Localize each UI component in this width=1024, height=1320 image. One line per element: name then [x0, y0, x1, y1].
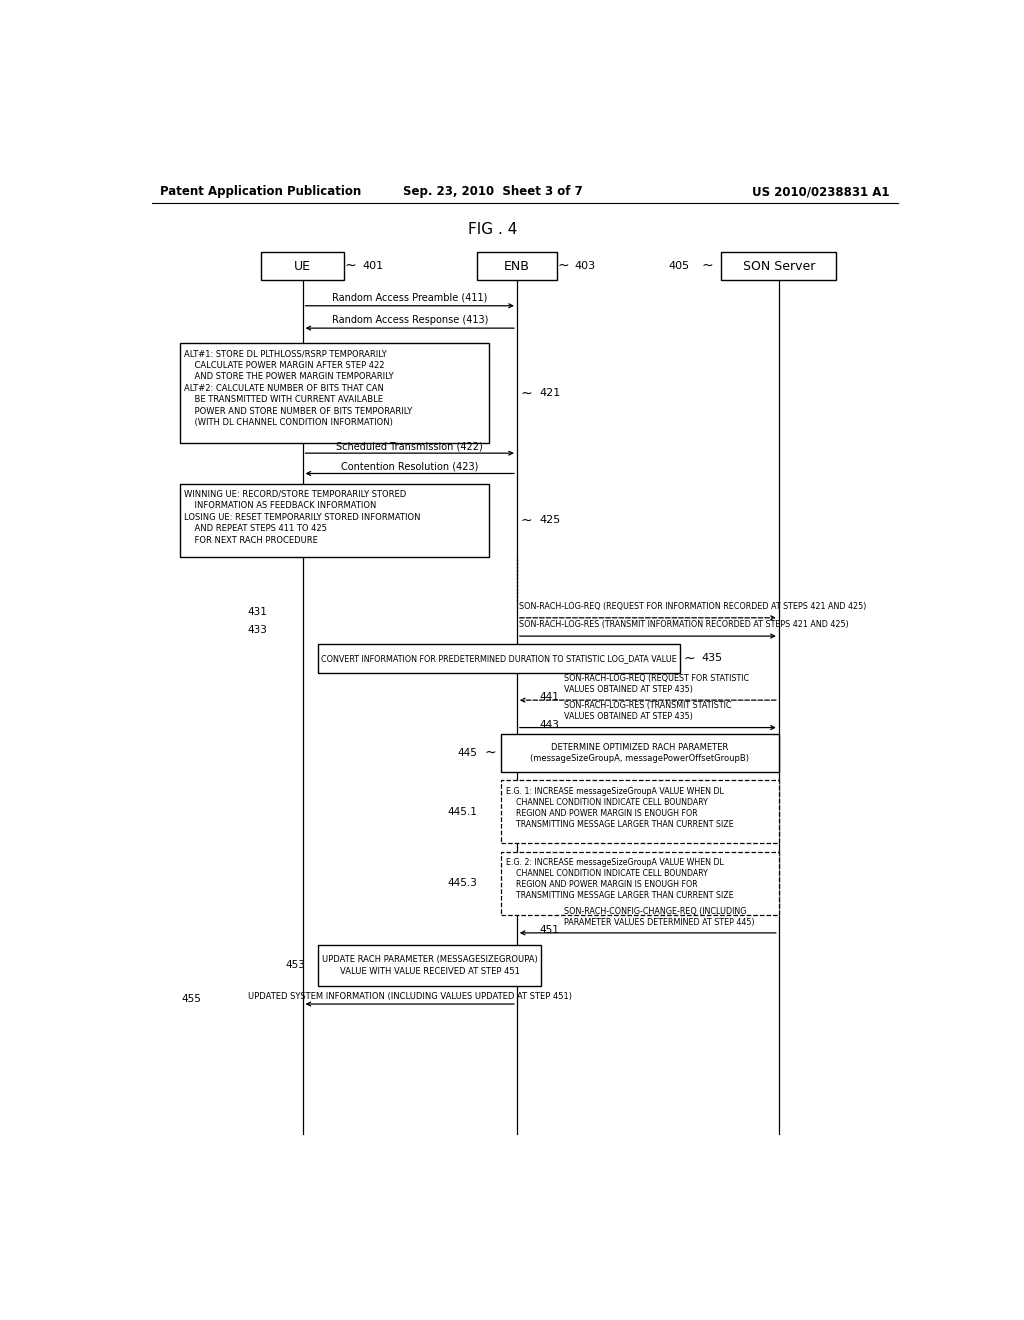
Text: ALT#1: STORE DL PLTHLOSS/RSRP TEMPORARILY
    CALCULATE POWER MARGIN AFTER STEP : ALT#1: STORE DL PLTHLOSS/RSRP TEMPORARIL…	[184, 350, 413, 428]
Text: 451: 451	[539, 925, 559, 935]
Text: 403: 403	[574, 261, 596, 271]
Text: US 2010/0238831 A1: US 2010/0238831 A1	[753, 185, 890, 198]
Text: Contention Resolution (423): Contention Resolution (423)	[341, 462, 478, 471]
Text: Sep. 23, 2010  Sheet 3 of 7: Sep. 23, 2010 Sheet 3 of 7	[403, 185, 583, 198]
Text: 405: 405	[669, 261, 689, 271]
Bar	[501, 780, 778, 843]
Text: Scheduled Transmission (422): Scheduled Transmission (422)	[336, 441, 483, 451]
Text: SON-RACH-LOG-REQ (REQUEST FOR STATISTIC
VALUES OBTAINED AT STEP 435): SON-RACH-LOG-REQ (REQUEST FOR STATISTIC …	[564, 675, 750, 694]
Text: 445.3: 445.3	[447, 878, 477, 888]
Text: SON-RACH-CONFIG-CHANGE-REQ (INCLUDING
PARAMETER VALUES DETERMINED AT STEP 445): SON-RACH-CONFIG-CHANGE-REQ (INCLUDING PA…	[564, 907, 755, 927]
Text: UPDATE RACH PARAMETER (MESSAGESIZEGROUPA)
VALUE WITH VALUE RECEIVED AT STEP 451: UPDATE RACH PARAMETER (MESSAGESIZEGROUPA…	[322, 956, 538, 975]
Text: SON Server: SON Server	[742, 260, 815, 273]
Text: ~: ~	[683, 652, 695, 665]
Bar	[179, 483, 489, 557]
Text: 433: 433	[247, 624, 267, 635]
Bar	[501, 734, 778, 772]
Text: UPDATED SYSTEM INFORMATION (INCLUDING VALUES UPDATED AT STEP 451): UPDATED SYSTEM INFORMATION (INCLUDING VA…	[248, 993, 571, 1002]
Text: E.G. 2: INCREASE messageSizeGroupA VALUE WHEN DL
    CHANNEL CONDITION INDICATE : E.G. 2: INCREASE messageSizeGroupA VALUE…	[506, 858, 733, 900]
Text: 453: 453	[286, 961, 306, 970]
Text: Random Access Response (413): Random Access Response (413)	[332, 315, 487, 325]
Bar	[477, 252, 557, 280]
Text: SON-RACH-LOG-RES (TRANSMIT STATISTIC
VALUES OBTAINED AT STEP 435): SON-RACH-LOG-RES (TRANSMIT STATISTIC VAL…	[564, 701, 732, 722]
Text: SON-RACH-LOG-REQ (REQUEST FOR INFORMATION RECORDED AT STEPS 421 AND 425): SON-RACH-LOG-REQ (REQUEST FOR INFORMATIO…	[519, 602, 866, 611]
Text: ~: ~	[520, 387, 532, 400]
Bar	[318, 945, 541, 986]
Bar	[261, 252, 344, 280]
Text: SON-RACH-LOG-RES (TRANSMIT INFORMATION RECORDED AT STEPS 421 AND 425): SON-RACH-LOG-RES (TRANSMIT INFORMATION R…	[519, 620, 849, 630]
Text: 421: 421	[539, 388, 560, 399]
Bar	[179, 343, 489, 444]
Text: ~: ~	[520, 513, 532, 527]
Text: WINNING UE: RECORD/STORE TEMPORARILY STORED
    INFORMATION AS FEEDBACK INFORMAT: WINNING UE: RECORD/STORE TEMPORARILY STO…	[184, 490, 421, 545]
Text: 441: 441	[539, 692, 559, 702]
Bar	[721, 252, 837, 280]
Text: 445.1: 445.1	[447, 807, 477, 817]
Text: UE: UE	[294, 260, 311, 273]
Text: 435: 435	[701, 653, 723, 664]
Text: 425: 425	[539, 515, 560, 525]
Text: ~: ~	[557, 259, 568, 273]
Text: Patent Application Publication: Patent Application Publication	[160, 185, 361, 198]
Text: ENB: ENB	[504, 260, 529, 273]
Text: ~: ~	[484, 746, 496, 760]
Text: 443: 443	[539, 719, 559, 730]
Bar	[501, 851, 778, 915]
Text: ~: ~	[701, 259, 713, 273]
Text: ~: ~	[344, 259, 356, 273]
Text: 445: 445	[458, 748, 477, 758]
Text: DETERMINE OPTIMIZED RACH PARAMETER
(messageSizeGroupA, messagePowerOffsetGroupB): DETERMINE OPTIMIZED RACH PARAMETER (mess…	[530, 743, 750, 763]
Text: Random Access Preamble (411): Random Access Preamble (411)	[332, 293, 487, 302]
Text: CONVERT INFORMATION FOR PREDETERMINED DURATION TO STATISTIC LOG_DATA VALUE: CONVERT INFORMATION FOR PREDETERMINED DU…	[322, 653, 677, 663]
Bar	[318, 644, 680, 673]
Text: 431: 431	[247, 607, 267, 616]
Text: 455: 455	[181, 994, 201, 1005]
Text: 401: 401	[362, 261, 383, 271]
Text: E.G. 1: INCREASE messageSizeGroupA VALUE WHEN DL
    CHANNEL CONDITION INDICATE : E.G. 1: INCREASE messageSizeGroupA VALUE…	[506, 787, 733, 829]
Text: FIG . 4: FIG . 4	[468, 222, 518, 238]
